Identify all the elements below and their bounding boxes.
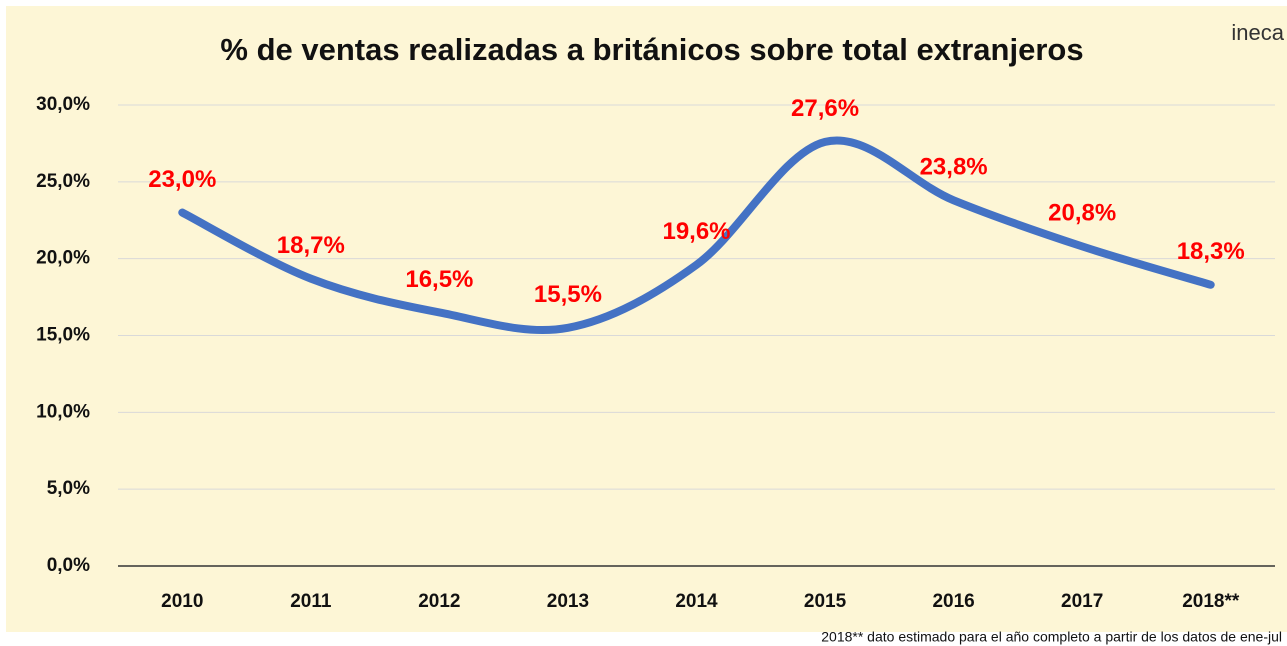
data-label: 27,6%: [791, 95, 859, 122]
data-label: 19,6%: [662, 218, 730, 245]
x-tick-label: 2011: [290, 591, 332, 612]
data-label: 16,5%: [405, 266, 473, 293]
y-tick-label: 30,0%: [36, 94, 90, 115]
y-tick-label: 25,0%: [36, 171, 90, 192]
y-tick-label: 15,0%: [36, 325, 90, 346]
data-label: 23,0%: [148, 166, 216, 193]
x-tick-label: 2016: [932, 591, 974, 612]
y-tick-label: 0,0%: [47, 555, 90, 576]
y-tick-label: 10,0%: [36, 401, 90, 422]
x-tick-label: 2018**: [1182, 591, 1240, 612]
data-label: 18,7%: [277, 232, 345, 259]
x-tick-label: 2014: [675, 591, 718, 612]
data-label: 20,8%: [1048, 200, 1116, 227]
data-label: 23,8%: [920, 154, 988, 181]
y-tick-label: 20,0%: [36, 248, 90, 269]
x-tick-label: 2013: [547, 591, 589, 612]
x-tick-label: 2012: [418, 591, 460, 612]
x-tick-label: 2015: [804, 591, 847, 612]
x-tick-label: 2010: [161, 591, 203, 612]
brand-logo: ineca: [1231, 20, 1284, 45]
y-tick-label: 5,0%: [47, 478, 90, 499]
footnote: 2018** dato estimado para el año complet…: [821, 629, 1282, 645]
x-tick-label: 2017: [1061, 591, 1103, 612]
chart-background: [6, 6, 1287, 632]
data-label: 18,3%: [1177, 238, 1245, 265]
data-label: 15,5%: [534, 281, 602, 308]
chart-title: % de ventas realizadas a británicos sobr…: [220, 32, 1083, 67]
data-line: [178, 136, 1215, 335]
